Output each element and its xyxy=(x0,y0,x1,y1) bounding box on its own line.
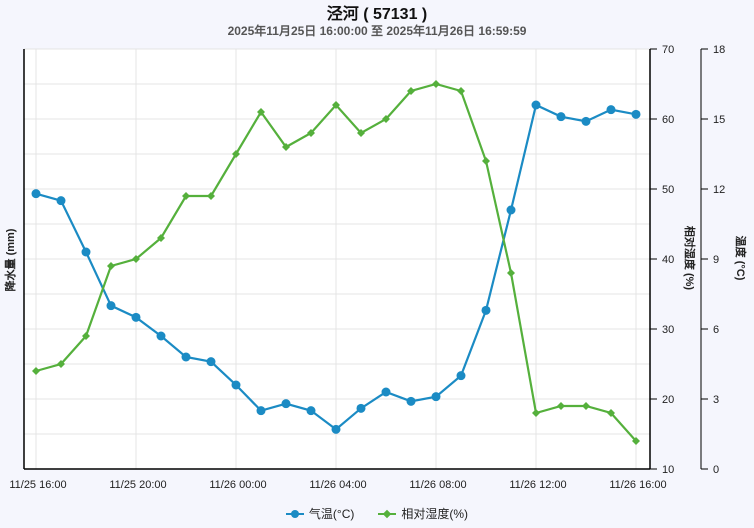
humidity-point[interactable] xyxy=(457,87,465,95)
humidity-point[interactable] xyxy=(407,87,415,95)
humidity-point[interactable] xyxy=(182,192,190,200)
temperature-tick-label: 15 xyxy=(713,114,725,126)
temperature-tick-label: 12 xyxy=(713,184,725,196)
humidity-point[interactable] xyxy=(82,332,90,340)
temperature-axis-title: 温度 (°C) xyxy=(734,236,748,281)
temperature-point[interactable] xyxy=(56,196,66,206)
temperature-point[interactable] xyxy=(431,392,441,402)
humidity-point[interactable] xyxy=(107,262,115,270)
humidity-point[interactable] xyxy=(507,269,515,277)
humidity-point[interactable] xyxy=(357,129,365,137)
temperature-tick-label: 6 xyxy=(713,324,719,336)
temperature-tick-label: 0 xyxy=(713,464,719,476)
x-tick-label: 11/26 04:00 xyxy=(309,479,366,491)
humidity-point[interactable] xyxy=(532,409,540,417)
legend-item-humidity[interactable]: 相对湿度(%) xyxy=(378,505,468,522)
temperature-point[interactable] xyxy=(381,387,391,397)
humidity-point[interactable] xyxy=(332,101,340,109)
humidity-point[interactable] xyxy=(557,402,565,410)
humidity-point[interactable] xyxy=(207,192,215,200)
temperature-point[interactable] xyxy=(256,406,266,416)
humidity-point[interactable] xyxy=(582,402,590,410)
humidity-tick-label: 10 xyxy=(662,464,674,476)
temperature-point[interactable] xyxy=(156,331,166,341)
humidity-tick-label: 70 xyxy=(662,44,674,56)
humidity-point[interactable] xyxy=(57,360,65,368)
humidity-tick-label: 30 xyxy=(662,324,674,336)
x-tick-label: 11/25 16:00 xyxy=(9,479,66,491)
temperature-point[interactable] xyxy=(131,312,141,322)
humidity-axis-title: 相对湿度 (%) xyxy=(683,226,697,290)
diamond-marker-icon xyxy=(378,509,397,519)
temperature-tick-label: 3 xyxy=(713,394,719,406)
humidity-point[interactable] xyxy=(632,437,640,445)
temperature-point[interactable] xyxy=(531,100,541,110)
temperature-point[interactable] xyxy=(281,399,291,409)
legend-label-temperature: 气温(°C) xyxy=(308,507,355,521)
humidity-point[interactable] xyxy=(282,143,290,151)
temperature-point[interactable] xyxy=(506,205,516,215)
humidity-tick-label: 50 xyxy=(662,184,674,196)
humidity-point[interactable] xyxy=(307,129,315,137)
circle-marker-icon xyxy=(285,509,304,519)
x-tick-label: 11/26 08:00 xyxy=(409,479,466,491)
humidity-tick-label: 40 xyxy=(662,254,674,266)
legend: 气温(°C) 相对湿度(%) xyxy=(0,505,754,522)
humidity-point[interactable] xyxy=(132,255,140,263)
x-tick-label: 11/26 00:00 xyxy=(209,479,266,491)
humidity-point[interactable] xyxy=(382,115,390,123)
temperature-point[interactable] xyxy=(81,247,91,257)
humidity-point[interactable] xyxy=(257,108,265,116)
humidity-point[interactable] xyxy=(157,234,165,242)
humidity-point[interactable] xyxy=(607,409,615,417)
left-axis-title: 降水量 (mm) xyxy=(3,228,17,291)
humidity-point[interactable] xyxy=(232,150,240,158)
temperature-point[interactable] xyxy=(556,112,566,122)
chart-title: 泾河 ( 57131 ) xyxy=(326,6,428,23)
x-tick-label: 11/25 20:00 xyxy=(109,479,166,491)
x-tick-label: 11/26 12:00 xyxy=(509,479,566,491)
temperature-point[interactable] xyxy=(106,301,116,311)
temperature-point[interactable] xyxy=(456,371,466,381)
humidity-point[interactable] xyxy=(482,157,490,165)
axes: 10 20 30 40 50 60 70 0 3 6 9 12 15 18 11/25 16:00 11/25… xyxy=(9,44,725,491)
data-series xyxy=(31,80,641,445)
temperature-point[interactable] xyxy=(181,352,191,362)
grid-lines xyxy=(24,48,650,470)
temperature-point[interactable] xyxy=(31,189,41,199)
temperature-point[interactable] xyxy=(406,396,416,406)
temperature-point[interactable] xyxy=(306,406,316,416)
humidity-point[interactable] xyxy=(432,80,440,88)
x-tick-label: 11/26 16:00 xyxy=(609,479,666,491)
temperature-tick-label: 9 xyxy=(713,254,719,266)
temperature-point[interactable] xyxy=(356,403,366,413)
temperature-point[interactable] xyxy=(606,105,616,115)
humidity-tick-label: 60 xyxy=(662,114,674,126)
legend-label-humidity: 相对湿度(%) xyxy=(401,507,469,521)
temperature-point[interactable] xyxy=(331,424,341,434)
temperature-point[interactable] xyxy=(231,380,241,390)
temperature-point[interactable] xyxy=(481,305,491,315)
chart-subtitle: 2025年11月25日 16:00:00 至 2025年11月26日 16:59… xyxy=(227,24,527,38)
temperature-tick-label: 18 xyxy=(713,44,725,56)
legend-item-temperature[interactable]: 气温(°C) xyxy=(285,505,355,522)
temperature-point[interactable] xyxy=(631,109,641,119)
humidity-tick-label: 20 xyxy=(662,394,674,406)
temperature-point[interactable] xyxy=(206,357,216,367)
humidity-point[interactable] xyxy=(32,367,40,375)
temperature-point[interactable] xyxy=(581,116,591,126)
